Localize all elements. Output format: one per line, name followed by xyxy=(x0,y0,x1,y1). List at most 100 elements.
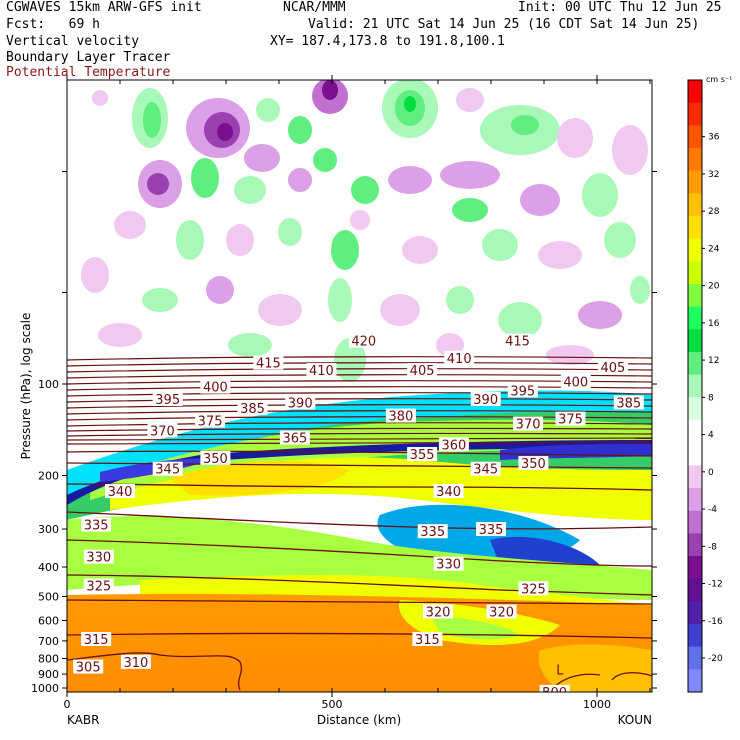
theta-label-bg xyxy=(518,456,549,471)
colorbar-tick-label: -4 xyxy=(708,505,717,515)
theta-contour-label: 390 xyxy=(473,393,498,408)
theta-contour-label: 340 xyxy=(108,485,133,500)
theta-label-bg xyxy=(433,556,464,571)
colorbar-swatch xyxy=(688,556,702,580)
colorbar-swatch xyxy=(688,397,702,421)
colorbar-tick-label: 0 xyxy=(708,468,714,478)
colorbar-swatch xyxy=(688,80,702,104)
theta-contour-label: 400 xyxy=(563,375,588,390)
theta-label-bg xyxy=(555,411,586,426)
colorbar-swatch xyxy=(688,578,702,602)
theta-label-bg xyxy=(507,383,538,398)
theta-label-bg xyxy=(105,484,135,499)
colorbar-tick-label: -16 xyxy=(708,617,723,627)
plot-frame xyxy=(66,79,653,693)
xy-endpoints: XY= 187.4,173.8 to 191.8,100.1 xyxy=(270,34,505,49)
theta-contour-label: 390 xyxy=(288,396,313,411)
x-tick-label: 0 xyxy=(64,698,71,711)
theta-label-bg xyxy=(120,654,151,669)
colorbar-swatch xyxy=(688,170,702,194)
theta-contour-label: 310 xyxy=(123,656,148,671)
x-endpoint-right: KOUN xyxy=(618,713,652,727)
y-axis-title: Pressure (hPa), log scale xyxy=(19,313,33,460)
colorbar-swatch xyxy=(688,488,702,512)
colorbar-tick-label: 32 xyxy=(708,170,719,180)
theta-label-bg xyxy=(195,413,226,428)
x-tick-label: 1000 xyxy=(583,698,611,711)
theta-label-bg xyxy=(444,350,475,365)
colorbar-swatch xyxy=(688,374,702,398)
theta-contour-label: 380 xyxy=(388,410,413,425)
colorbar-swatch xyxy=(688,510,702,534)
theta-contour-label: 345 xyxy=(473,463,498,478)
theta-contour-label: 365 xyxy=(282,432,307,447)
theta-label-bg xyxy=(147,423,178,438)
theta-contour-label: 385 xyxy=(616,396,641,411)
theta-label-bg xyxy=(200,379,231,394)
theta-contour-label: 320 xyxy=(426,605,451,620)
colorbar-swatch xyxy=(688,125,702,149)
theta-contour-label: 305 xyxy=(76,661,101,676)
colorbar-tick-label: -20 xyxy=(708,654,723,664)
theta-contour-label: 320 xyxy=(489,605,514,620)
theta-contour-label: 345 xyxy=(155,463,180,478)
colorbar-swatch xyxy=(688,533,702,557)
colorbar-swatch xyxy=(688,601,702,625)
theta-contour-label: 335 xyxy=(420,525,445,540)
colorbar-tick-label: 20 xyxy=(708,282,720,292)
colorbar-swatch xyxy=(688,669,702,693)
theta-label-bg xyxy=(81,517,112,532)
colorbar-swatch xyxy=(688,329,702,353)
theta-contour-label: 325 xyxy=(521,582,546,597)
valid-time: Valid: 21 UTC Sat 14 Jun 25 (16 CDT Sat … xyxy=(308,17,700,32)
colorbar-tick-label: 12 xyxy=(708,356,719,366)
colorbar-tick-label: -12 xyxy=(708,580,723,590)
theta-label-bg xyxy=(438,437,469,452)
theta-label-bg xyxy=(285,395,316,410)
theta-contour-label: 330 xyxy=(436,558,461,573)
theta-label-bg xyxy=(412,632,443,647)
field-vertical-velocity: Vertical velocity xyxy=(6,34,140,49)
theta-label-bg xyxy=(539,684,570,692)
theta-label-bg xyxy=(348,333,379,348)
theta-contour-labels: 420 415 415 410 410 405 405 400 400 395 395 390 390 3… xyxy=(73,333,644,701)
y-tick-label: 600 xyxy=(38,615,59,628)
theta-label-bg xyxy=(83,549,114,564)
theta-label-bg xyxy=(423,604,453,619)
theta-lower-contours xyxy=(67,450,652,692)
theta-contour-label: 395 xyxy=(155,393,180,408)
theta-label-bg xyxy=(83,578,114,593)
theta-label-bg xyxy=(407,447,438,462)
theta-contour-label: 385 xyxy=(240,402,265,417)
theta-contour-label: 420 xyxy=(351,335,376,350)
colorbar-swatch xyxy=(688,352,702,376)
y-tick-label: 500 xyxy=(38,590,59,603)
colorbar-unit: cm s⁻¹ xyxy=(706,75,732,84)
theta-contour-label: 395 xyxy=(510,384,535,399)
y-tick-label: 900 xyxy=(38,668,59,681)
theta-label-bg xyxy=(470,461,501,476)
center-label: NCAR/MMM xyxy=(283,0,346,15)
colorbar-swatch xyxy=(688,284,702,308)
x-endpoint-left: KABR xyxy=(67,713,99,727)
theta-label-bg xyxy=(417,524,448,539)
theta-contour-label: 400 xyxy=(203,381,228,396)
theta-contour-label: 405 xyxy=(410,364,435,379)
theta-label-bg xyxy=(560,374,591,389)
theta-contour-label: 335 xyxy=(84,519,109,534)
colorbar-tick-label: -8 xyxy=(708,542,717,552)
colorbar-swatch xyxy=(688,306,702,330)
colorbar-tick-label: 8 xyxy=(708,393,714,403)
x-tick-label: 500 xyxy=(322,698,343,711)
colorbar-swatch xyxy=(688,261,702,285)
theta-contour-label: 405 xyxy=(600,361,625,376)
colorbar-tick-label: 4 xyxy=(708,431,714,441)
colorbar-tick-label: 24 xyxy=(708,244,720,254)
theta-label-bg xyxy=(613,395,644,410)
theta-label-bg xyxy=(200,450,231,465)
theta-contour-label: 300 xyxy=(542,686,567,701)
field-boundary-layer-tracer: Boundary Layer Tracer xyxy=(6,50,171,65)
x-axis: 0 500 1000 xyxy=(64,75,651,711)
theta-label-bg xyxy=(306,363,337,378)
